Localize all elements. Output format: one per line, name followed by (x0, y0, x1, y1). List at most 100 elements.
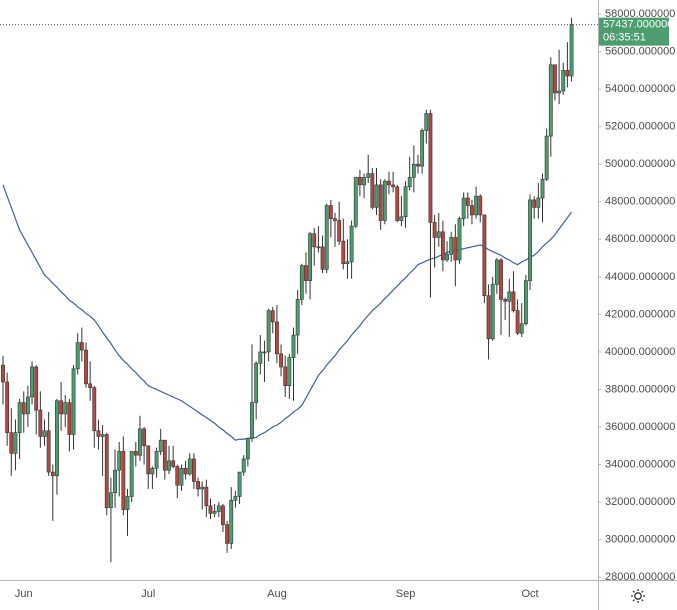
candle-body (212, 511, 217, 514)
candle-body (250, 402, 254, 439)
settings-icon[interactable] (631, 589, 645, 603)
candle-body (407, 177, 412, 188)
candle-body (84, 349, 88, 385)
y-tick-label: 46000.000000 (605, 233, 675, 245)
candle-body (100, 434, 105, 437)
candle-body (71, 368, 76, 435)
candle-body (67, 402, 72, 435)
y-tick-label: 36000.000000 (605, 421, 675, 433)
candle-body (179, 468, 184, 486)
candle-body (544, 135, 549, 180)
candle-body (96, 430, 101, 437)
candle-body (411, 163, 416, 178)
candle-body (333, 218, 337, 221)
candle-body (133, 451, 138, 456)
candle-body (436, 231, 441, 238)
candle-body (312, 233, 317, 248)
candle-body (50, 471, 55, 477)
candle-body (146, 445, 151, 475)
candle-body (382, 180, 387, 221)
candle-body (428, 113, 433, 223)
countdown-label: 06:35:51 (603, 32, 646, 44)
candle-body (561, 70, 566, 92)
candle-body (129, 451, 134, 497)
x-tick-label: Oct (521, 588, 538, 600)
candle-body (353, 177, 358, 227)
candle-body (328, 205, 333, 219)
y-tick-label: 32000.000000 (605, 496, 675, 508)
candle-body (121, 451, 126, 510)
last-price-label: 57437.000000 (603, 19, 673, 31)
candle-body (295, 299, 300, 336)
y-tick-label: 38000.000000 (605, 383, 675, 395)
plot-area (0, 17, 598, 563)
candle-body (75, 342, 80, 370)
y-tick-label: 54000.000000 (605, 83, 675, 95)
candle-body (490, 284, 495, 340)
candle-body (225, 524, 230, 544)
candle-body (88, 383, 93, 388)
candle-body (175, 466, 180, 486)
candle-body (204, 486, 209, 507)
candle-body (42, 430, 47, 437)
candle-body (457, 218, 462, 261)
candle-body (503, 299, 508, 302)
candle-body (46, 430, 51, 473)
candle-body (79, 342, 84, 351)
y-tick-label: 56000.000000 (605, 46, 675, 58)
candle-body (30, 366, 34, 398)
candle-body (25, 396, 30, 415)
candle-body (196, 481, 200, 490)
candle-body (171, 460, 176, 467)
candle-body (258, 351, 263, 364)
candle-body (55, 400, 59, 477)
candle-body (511, 291, 516, 311)
candle-body (274, 321, 279, 355)
candle-body (162, 439, 167, 471)
candle-body (387, 180, 391, 186)
x-tick-label: Sep (396, 588, 416, 600)
candle-body (158, 439, 163, 452)
candle-body (548, 64, 553, 137)
candle-body (304, 265, 308, 281)
candle-body (507, 291, 512, 302)
candle-body (440, 231, 445, 261)
candle-body (465, 197, 470, 206)
candle-body (279, 353, 283, 368)
candle-body (482, 214, 487, 296)
candle-body (420, 130, 425, 167)
candle-body (216, 505, 221, 512)
candle-body (357, 177, 362, 186)
candle-body (432, 222, 437, 238)
candle-body (208, 505, 213, 514)
candle-body (453, 237, 458, 261)
candle-body (9, 432, 14, 454)
candle-body (470, 205, 474, 216)
y-tick-label: 48000.000000 (605, 196, 675, 208)
candle-body (254, 362, 259, 403)
candle-body (92, 387, 97, 432)
y-tick-label: 50000.000000 (605, 158, 675, 170)
candle-body (283, 366, 288, 387)
candle-body (486, 295, 491, 340)
y-tick-label: 52000.000000 (605, 121, 675, 133)
candle-body (262, 351, 267, 354)
candle-body (270, 310, 275, 323)
candle-body (59, 400, 64, 415)
candle-body (494, 259, 499, 285)
candle-body (395, 186, 400, 221)
last-price-tag (599, 17, 669, 46)
y-tick-label: 58000.000000 (605, 8, 675, 20)
candle-body (461, 197, 466, 219)
candle-body (316, 246, 321, 249)
candle-body (341, 240, 346, 265)
candle-body (117, 451, 122, 471)
candle-body (21, 402, 26, 415)
candle-body (167, 460, 171, 471)
candle-body (532, 199, 537, 208)
candle-body (13, 432, 18, 454)
candle-body (291, 334, 296, 358)
candle-body (378, 184, 383, 221)
